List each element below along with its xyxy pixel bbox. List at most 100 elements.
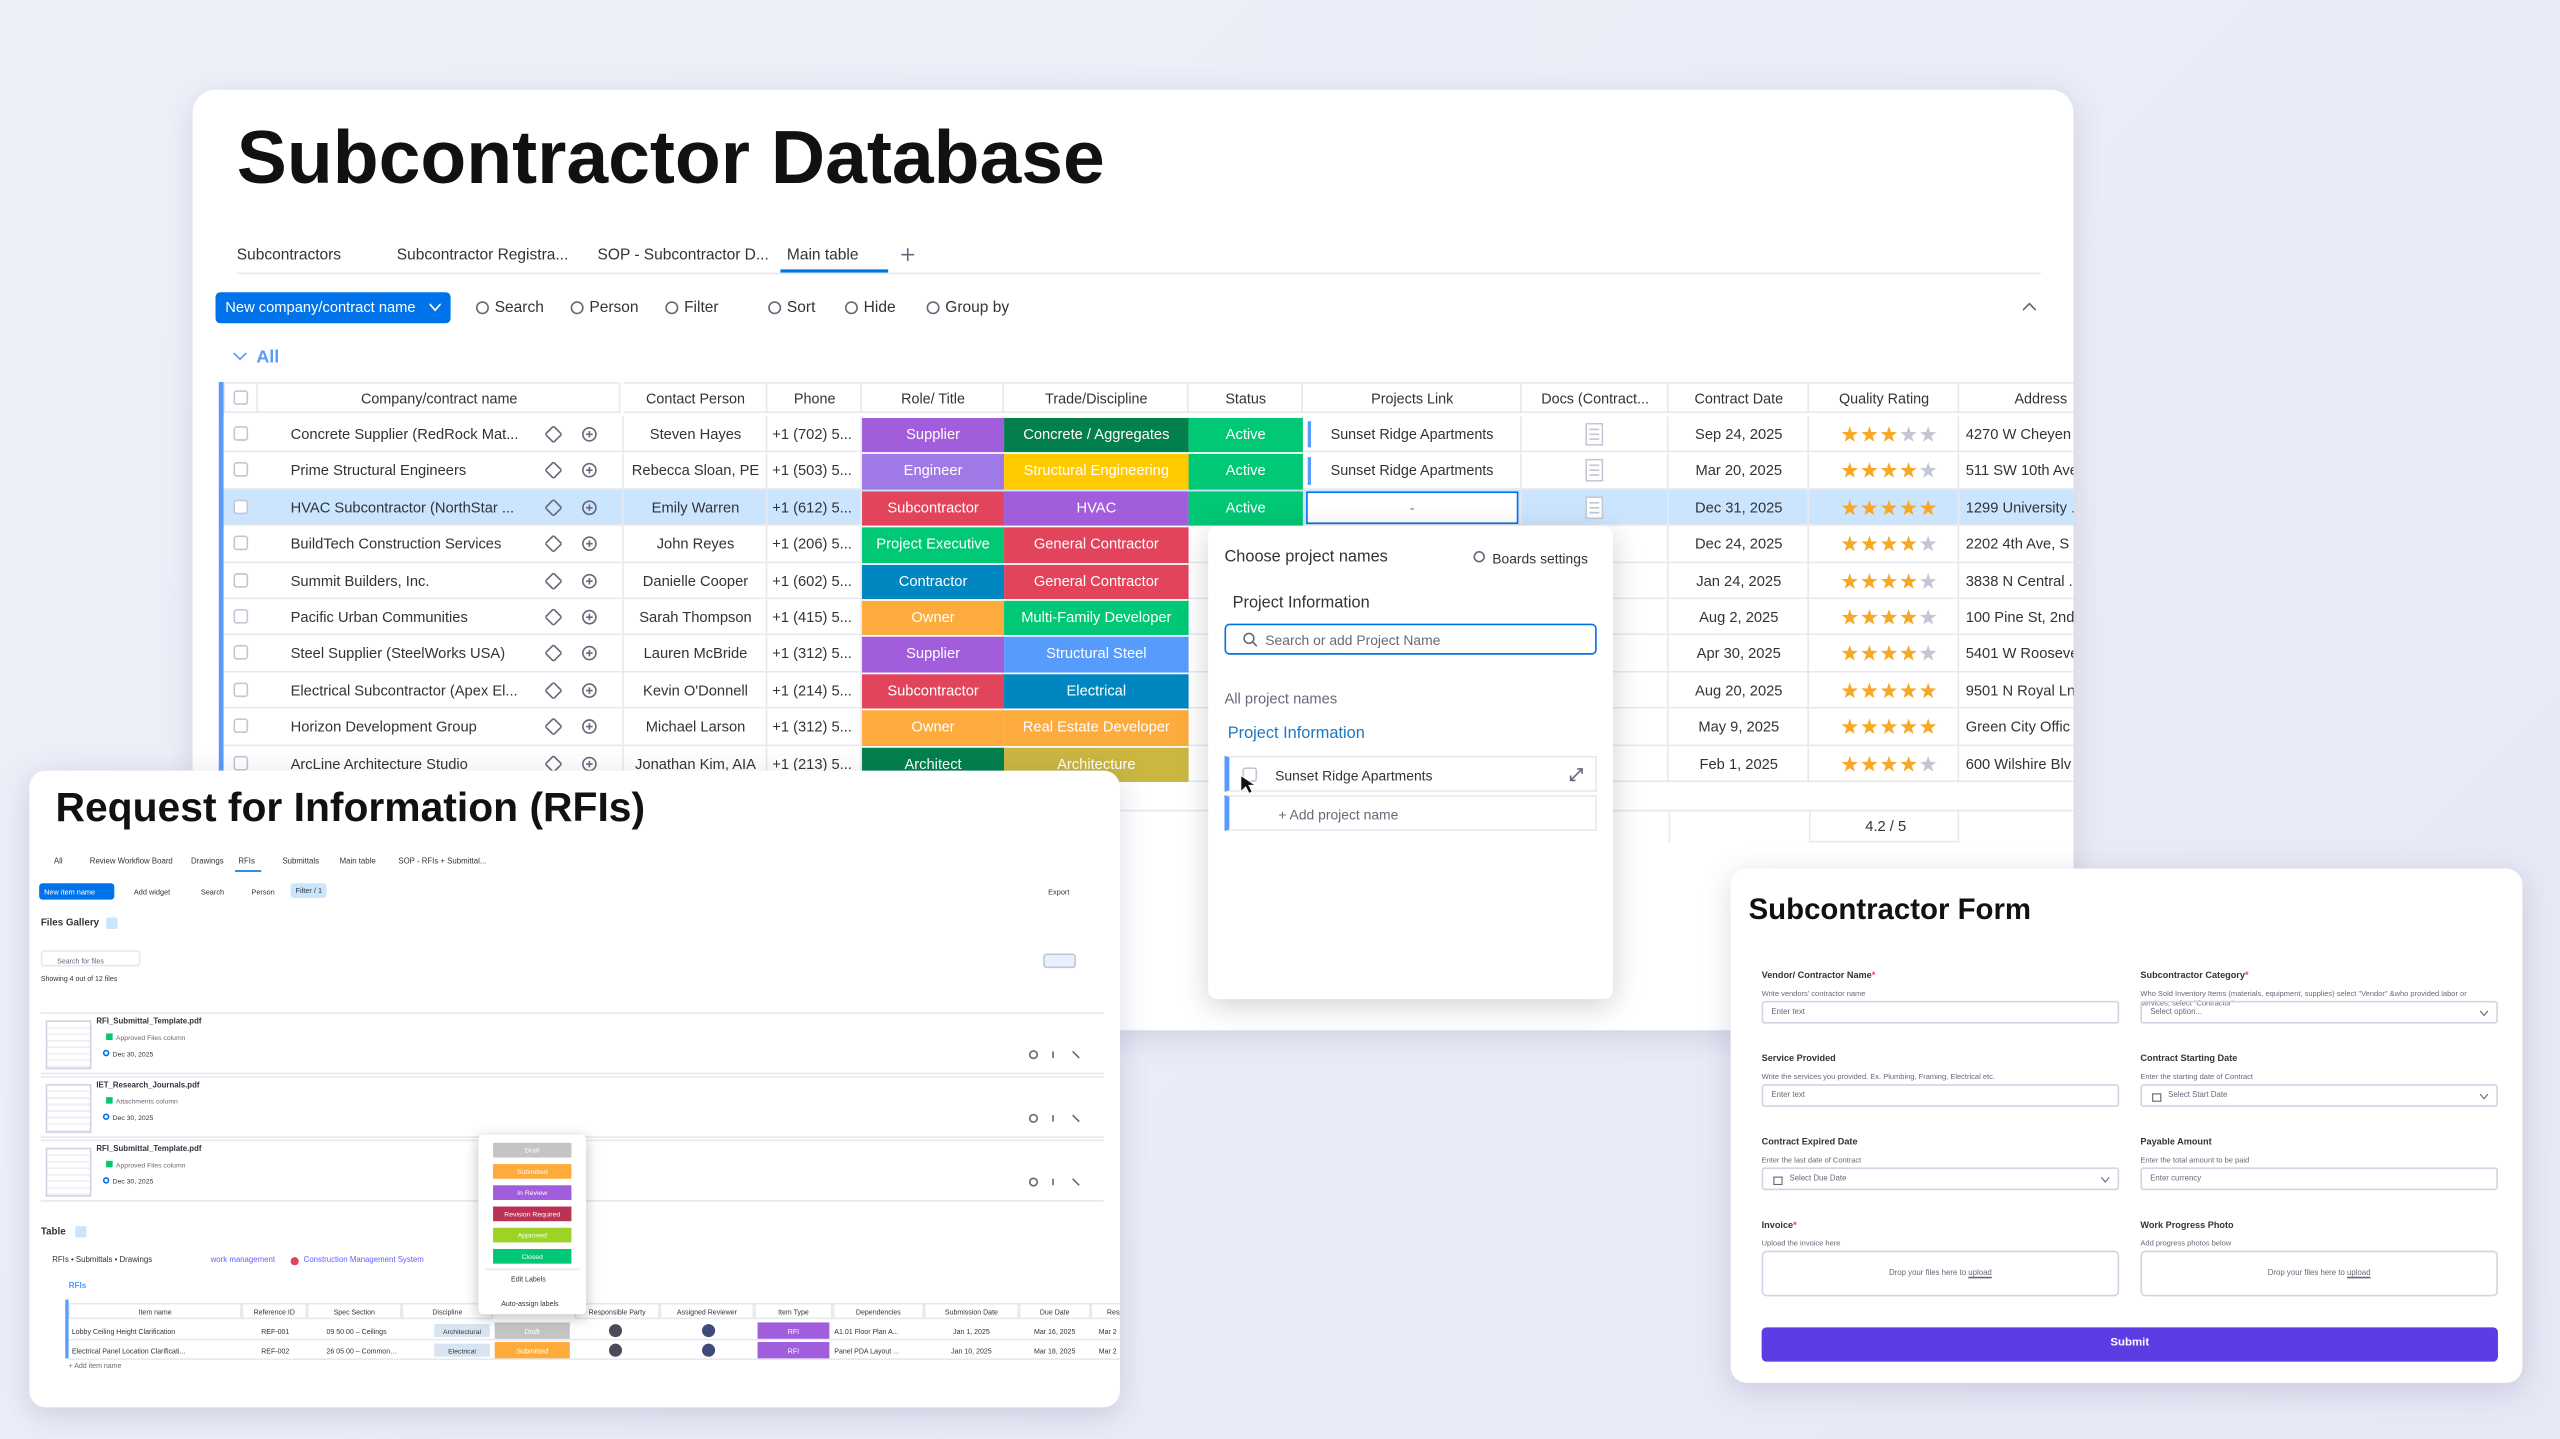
toolbar-button[interactable]: Export: [1048, 887, 1070, 896]
submit-button[interactable]: Submit: [1761, 1327, 2498, 1362]
row-icon: [545, 426, 562, 443]
toolbar-button[interactable]: Search: [494, 298, 544, 317]
trade-text: Structural Steel: [1046, 645, 1147, 662]
drop-text: Drop your files here to: [1889, 1270, 1967, 1279]
input[interactable]: Select Due Date: [1761, 1167, 2120, 1191]
checkbox[interactable]: [233, 499, 249, 514]
spec-section: 26 05 00 – Common Elec...: [326, 1346, 399, 1355]
section-label: All project names: [1224, 690, 1338, 707]
add-item[interactable]: + Add item name: [68, 1361, 122, 1370]
row-icon: [582, 463, 597, 479]
trade-text: Architecture: [1057, 755, 1136, 772]
field-label: Subcontractor Category*: [2140, 971, 2248, 981]
column-header: Reference ID: [241, 1302, 307, 1320]
primary-button[interactable]: New company/contract name: [215, 292, 451, 324]
primary-button[interactable]: New item name: [39, 883, 115, 900]
toolbar-button[interactable]: Add widget: [133, 887, 171, 896]
checkbox[interactable]: [233, 608, 249, 624]
auto-assign[interactable]: Auto-assign labels: [501, 1299, 559, 1308]
role-text: Subcontractor: [887, 682, 979, 699]
status-option[interactable]: Draft: [493, 1142, 572, 1158]
contract-date: Apr 30, 2025: [1696, 645, 1781, 662]
project-bar: [1307, 421, 1312, 448]
status-option[interactable]: Approved: [493, 1227, 572, 1243]
cell-border: [765, 416, 768, 453]
tab[interactable]: Main table: [339, 858, 376, 867]
checkbox[interactable]: [233, 535, 249, 551]
field-help: Enter the last date of Contract: [1761, 1155, 1862, 1165]
tab[interactable]: Drawings: [191, 858, 224, 867]
add-tab-icon: [901, 248, 915, 262]
checkbox[interactable]: [233, 426, 249, 441]
trade-label: HVAC: [1004, 491, 1189, 527]
search-box[interactable]: Search or add Project Name: [1224, 623, 1597, 655]
toolbar-button[interactable]: Group by: [945, 298, 1010, 317]
role-text: Owner: [911, 608, 955, 626]
checkbox[interactable]: [233, 718, 249, 734]
toolbar-button[interactable]: Person: [251, 887, 275, 896]
add-project[interactable]: + Add project name: [1224, 795, 1597, 832]
toolbar-button[interactable]: Filter / 1: [290, 883, 327, 898]
toolbar-button[interactable]: Sort: [786, 298, 816, 317]
checkbox[interactable]: [233, 645, 249, 661]
checkbox[interactable]: [233, 572, 249, 588]
cell-border: [1957, 745, 1960, 783]
cell-border: [1807, 416, 1809, 453]
status-option[interactable]: In Review: [493, 1185, 572, 1200]
cell-border: [1957, 452, 1960, 490]
status-text: Active: [1225, 499, 1266, 516]
company-name: Concrete Supplier (RedRock Mat...: [290, 426, 519, 443]
drop-link: upload: [2347, 1270, 2371, 1279]
tab[interactable]: Subcontractors: [236, 246, 342, 265]
label-text: Payable Amount: [2140, 1137, 2212, 1148]
toolbar-button[interactable]: Search: [200, 887, 225, 896]
status-label: Submitted: [494, 1342, 570, 1359]
tab[interactable]: RFIs: [238, 858, 255, 867]
edit-labels[interactable]: Edit Labels: [511, 1275, 546, 1284]
submission-date: Jan 10, 2025: [951, 1346, 992, 1355]
tab[interactable]: Review Workflow Board: [89, 858, 173, 867]
row-icon: [582, 573, 597, 588]
button-label: New company/contract name: [225, 298, 416, 316]
filter-badge: [106, 917, 118, 929]
tab[interactable]: Subcontractor Registra...: [396, 246, 569, 265]
role-label: Owner: [862, 600, 1005, 636]
row-icon: [582, 536, 597, 552]
tab[interactable]: All: [53, 858, 63, 867]
phone: +1 (312) 5...: [772, 645, 852, 662]
status-option[interactable]: Closed: [493, 1248, 572, 1264]
tab[interactable]: SOP - RFIs + Submittal...: [398, 858, 487, 867]
input[interactable]: Select Start Date: [2140, 1084, 2498, 1107]
search-box[interactable]: Search for files: [40, 950, 141, 967]
drop-zone[interactable]: Drop your files here to upload: [2140, 1250, 2498, 1297]
drop-zone[interactable]: Drop your files here to upload: [1761, 1250, 2120, 1297]
section-title: Table: [40, 1227, 66, 1238]
status-option[interactable]: Revision Required: [493, 1206, 572, 1222]
input[interactable]: Enter currency: [2140, 1167, 2498, 1191]
file-actions: [1028, 1050, 1080, 1060]
status-option[interactable]: Submitted: [493, 1164, 572, 1179]
checkbox[interactable]: [233, 682, 249, 697]
tab[interactable]: Main table: [786, 246, 859, 265]
toolbar-icon: [665, 301, 679, 315]
input[interactable]: Enter text: [1761, 1000, 2120, 1024]
project-item[interactable]: Sunset Ridge Apartments: [1224, 755, 1597, 792]
checkbox[interactable]: [233, 462, 249, 478]
contact-person: Emily Warren: [651, 499, 740, 516]
tab[interactable]: Submittals: [282, 858, 320, 867]
toolbar-button[interactable]: Hide: [863, 298, 896, 317]
cell-border: [1666, 562, 1669, 600]
input[interactable]: Select option...: [2140, 1000, 2498, 1024]
phone: +1 (213) 5...: [772, 755, 852, 772]
toolbar-button[interactable]: Filter: [684, 298, 719, 317]
cell-border: [860, 599, 863, 636]
input[interactable]: Enter text: [1761, 1084, 2120, 1107]
checkbox[interactable]: [233, 755, 249, 770]
drop-text: Drop your files here to: [2267, 1270, 2345, 1279]
cell-border: [622, 635, 624, 673]
boards-settings[interactable]: Boards settings: [1492, 550, 1588, 567]
file-thumbnail: [45, 1147, 92, 1197]
tab[interactable]: SOP - Subcontractor D...: [597, 246, 769, 265]
contact-person: Sarah Thompson: [639, 608, 752, 626]
toolbar-button[interactable]: Person: [589, 298, 639, 317]
